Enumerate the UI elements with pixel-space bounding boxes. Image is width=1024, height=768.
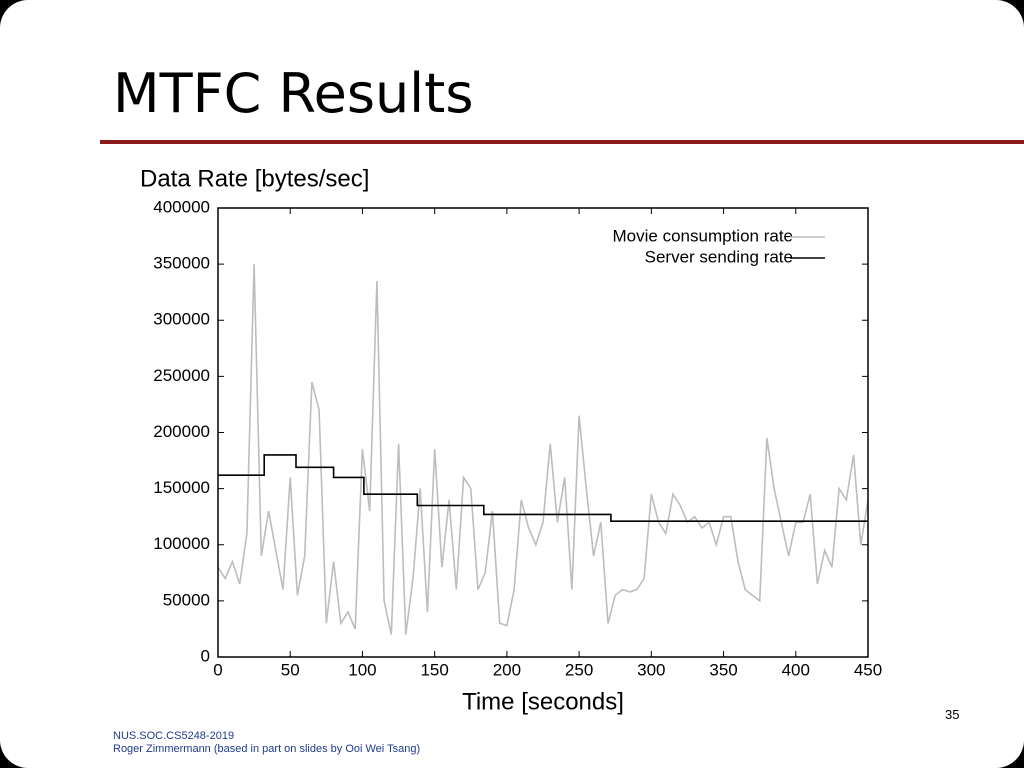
y-tick-label: 100000 [153, 534, 210, 553]
footer-line: NUS.SOC.CS5248-2019 [113, 730, 235, 742]
x-tick-label: 450 [854, 660, 882, 679]
slide-title: MTFC Results [113, 62, 474, 125]
legend-label: Movie consumption rate [613, 226, 793, 245]
plot-frame [217, 207, 869, 658]
y-tick-label: 150000 [153, 478, 210, 497]
series-line [217, 264, 869, 635]
legend-label: Server sending rate [645, 247, 793, 266]
x-tick-label: 50 [281, 660, 300, 679]
y-tick-label: 250000 [153, 366, 210, 385]
x-tick-label: 100 [348, 660, 376, 679]
x-tick-label: 200 [493, 660, 521, 679]
y-tick-label: 350000 [153, 254, 210, 273]
x-tick-label: 0 [213, 660, 222, 679]
x-tick-label: 150 [420, 660, 448, 679]
footer-line: Roger Zimmermann (based in part on slide… [113, 743, 421, 755]
x-axis-label: Time [seconds] [462, 688, 624, 715]
x-tick-label: 300 [637, 660, 665, 679]
y-axis-label: Data Rate [bytes/sec] [140, 165, 369, 192]
page-number: 35 [945, 707, 960, 722]
y-tick-label: 50000 [163, 590, 210, 609]
footer: NUS.SOC.CS5248-2019 Roger Zimmermann (ba… [113, 730, 420, 756]
x-tick-label: 350 [709, 660, 737, 679]
title-rule [100, 140, 1024, 144]
y-tick-label: 200000 [153, 422, 210, 441]
x-tick-label: 400 [782, 660, 810, 679]
y-tick-label: 300000 [153, 310, 210, 329]
x-tick-label: 250 [565, 660, 593, 679]
y-tick-label: 0 [201, 646, 210, 665]
y-tick-label: 400000 [153, 197, 210, 216]
series-line [218, 454, 868, 522]
